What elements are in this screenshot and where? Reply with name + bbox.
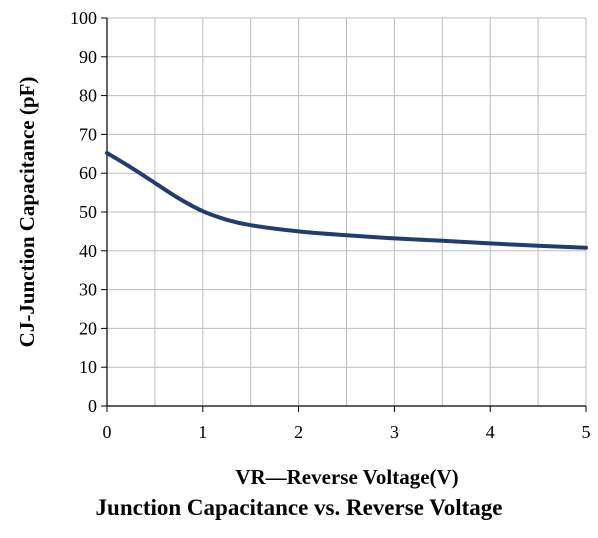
- y-tick-label: 80: [79, 86, 97, 106]
- y-tick-labels: 0 10 20 30 40 50 60 70 80 90 100: [70, 8, 97, 416]
- x-tick-label: 0: [103, 422, 112, 442]
- x-tick-label: 3: [390, 422, 399, 442]
- x-tick-labels: 0 1 2 3 4 5: [103, 422, 591, 442]
- x-tick-label: 5: [582, 422, 591, 442]
- y-tick-label: 10: [79, 357, 97, 377]
- y-tick-label: 100: [70, 8, 97, 28]
- y-axis-title: CJ-Junction Capacitance (pF): [15, 77, 39, 348]
- grid: [107, 17, 587, 406]
- y-tick-label: 60: [79, 163, 97, 183]
- axes: [101, 17, 587, 412]
- x-tick-label: 4: [486, 422, 495, 442]
- series-line: [105, 151, 588, 250]
- y-tick-label: 0: [88, 396, 97, 416]
- chart: 0 10 20 30 40 50 60 70 80 90 100 0 1 2 3 4 5 VR—Reverse…: [15, 8, 591, 489]
- y-tick-label: 70: [79, 124, 97, 144]
- x-tick-label: 1: [198, 422, 207, 442]
- x-axis-title: VR—Reverse Voltage(V): [235, 465, 458, 489]
- x-tick-label: 2: [294, 422, 303, 442]
- chart-caption: Junction Capacitance vs. Reverse Voltage: [95, 495, 503, 520]
- y-tick-label: 90: [79, 47, 97, 67]
- y-tick-label: 40: [79, 241, 97, 261]
- y-tick-label: 20: [79, 318, 97, 338]
- y-tick-label: 30: [79, 280, 97, 300]
- y-tick-label: 50: [79, 202, 97, 222]
